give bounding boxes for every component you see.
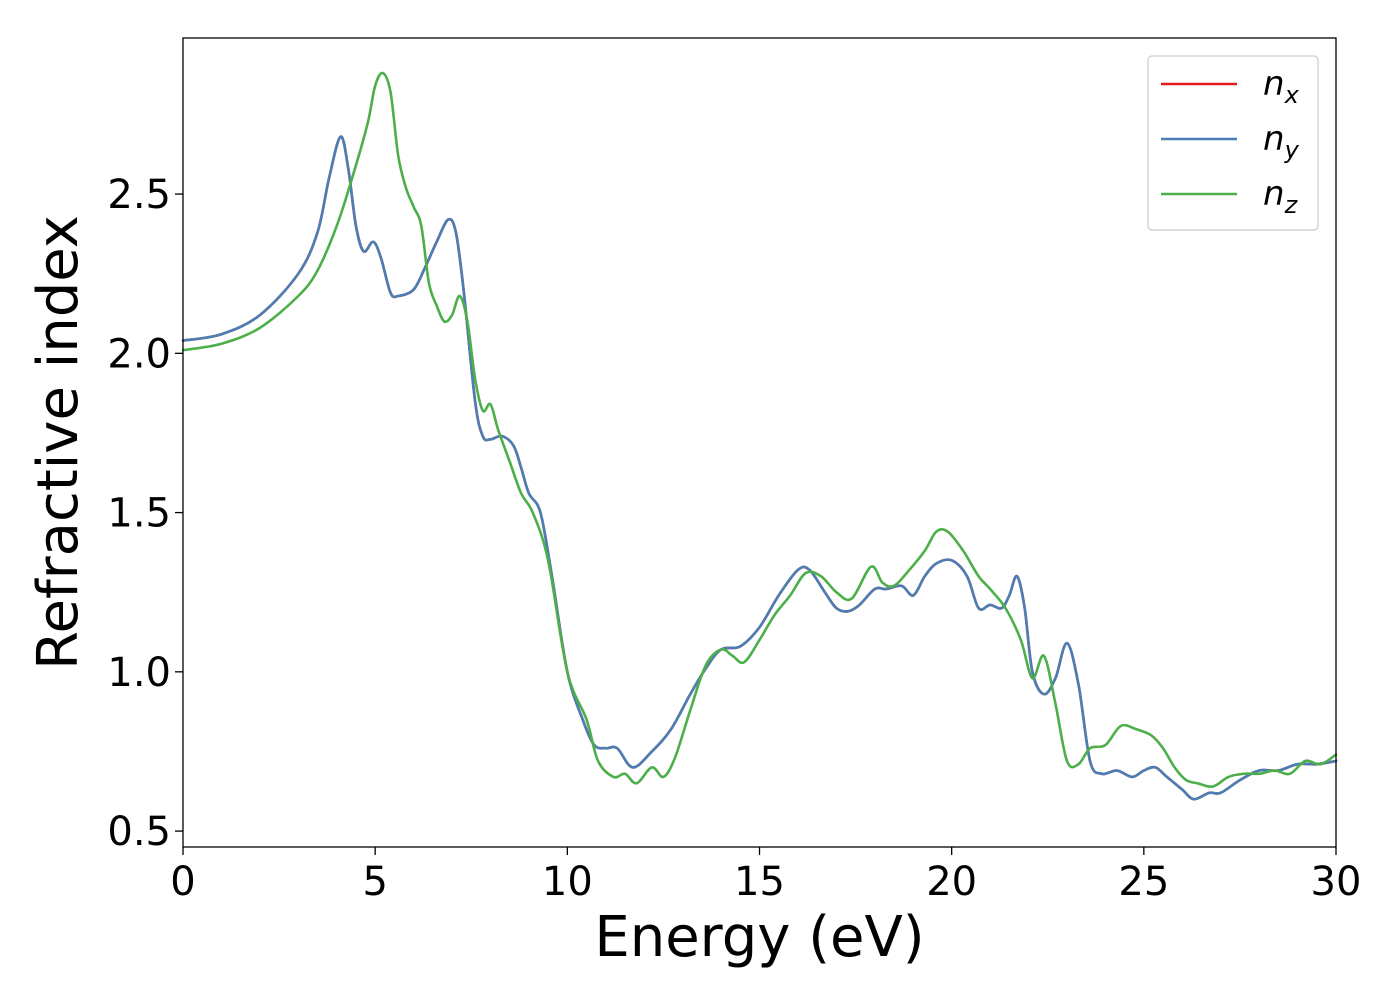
x-tick-label: 30: [1311, 859, 1362, 905]
legend-box: [1147, 55, 1319, 231]
series-layer: [181, 71, 1338, 801]
series-line-ny: [181, 135, 1338, 801]
legend-label-ny: ny: [1263, 119, 1300, 164]
y-tick-label: 2.5: [107, 172, 171, 218]
y-tick-label: 1.5: [107, 491, 171, 537]
legend-label-nz: nz: [1263, 174, 1299, 219]
x-tick-label: 20: [926, 859, 977, 905]
x-tick-label: 0: [170, 859, 195, 905]
y-tick-label: 0.5: [107, 809, 171, 855]
y-axis-title: Refractive index: [26, 215, 91, 670]
x-tick-label: 15: [734, 859, 785, 905]
x-axis-title: Energy (eV): [594, 905, 924, 970]
legend-label-nx: nx: [1263, 64, 1300, 109]
legend: nx ny nz: [1147, 55, 1319, 231]
series-line-nz: [181, 71, 1338, 788]
y-axis: 0.5 1.0 1.5 2.0 2.5: [107, 172, 183, 855]
x-tick-label: 10: [542, 859, 593, 905]
x-tick-label: 25: [1118, 859, 1169, 905]
y-tick-label: 1.0: [107, 650, 171, 696]
plot-area: [183, 38, 1336, 847]
x-axis: 0 5 10 15 20 25 30: [170, 847, 1361, 905]
y-tick-label: 2.0: [107, 331, 171, 377]
x-tick-label: 5: [362, 859, 387, 905]
